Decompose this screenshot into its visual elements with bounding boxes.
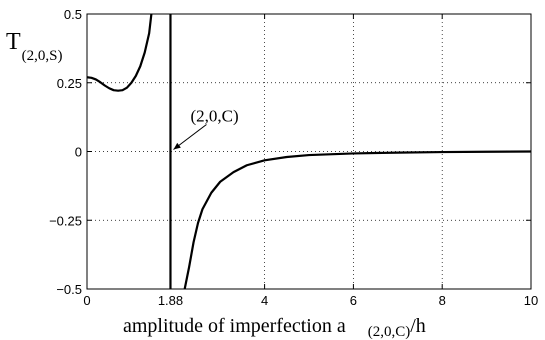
- y-tick-label: 0.5: [64, 7, 82, 22]
- series-layer: [86, 13, 532, 290]
- y-tick-label: −0.25: [49, 213, 82, 228]
- axes: [86, 13, 532, 290]
- tick-labels: 0 1.88 4 6 8 10 0.5 0.25 0 −0.25 −0.5: [49, 7, 538, 308]
- x-tick-label: 1.88: [158, 293, 183, 308]
- x-tick-label: 6: [350, 293, 357, 308]
- x-axis-label-tail: /h: [410, 315, 426, 337]
- x-tick-label: 4: [261, 293, 268, 308]
- y-tick-label: −0.5: [56, 282, 82, 297]
- x-tick-label: 0: [83, 293, 90, 308]
- y-tick-label: 0: [75, 145, 82, 160]
- x-tick-label: 8: [439, 293, 446, 308]
- series-line: [183, 150, 532, 290]
- y-tick-label: 0.25: [57, 76, 82, 91]
- annotation-arrow-head: [173, 142, 181, 150]
- y-axis-label-sub: (2,0,S): [22, 48, 63, 64]
- annotation-label: (2,0,C): [190, 107, 238, 126]
- y-axis-label: T(2,0,S): [6, 29, 63, 64]
- x-tick-label: 10: [524, 293, 538, 308]
- x-axis-label-main: amplitude of imperfection a: [123, 315, 346, 337]
- y-axis-label-main: T: [6, 29, 21, 55]
- series-line: [86, 13, 153, 92]
- x-axis-label: amplitude of imperfection a (2,0,C)/h: [123, 315, 426, 340]
- annotation: (2,0,C): [173, 107, 239, 150]
- x-axis-label-sub: (2,0,C): [368, 324, 411, 340]
